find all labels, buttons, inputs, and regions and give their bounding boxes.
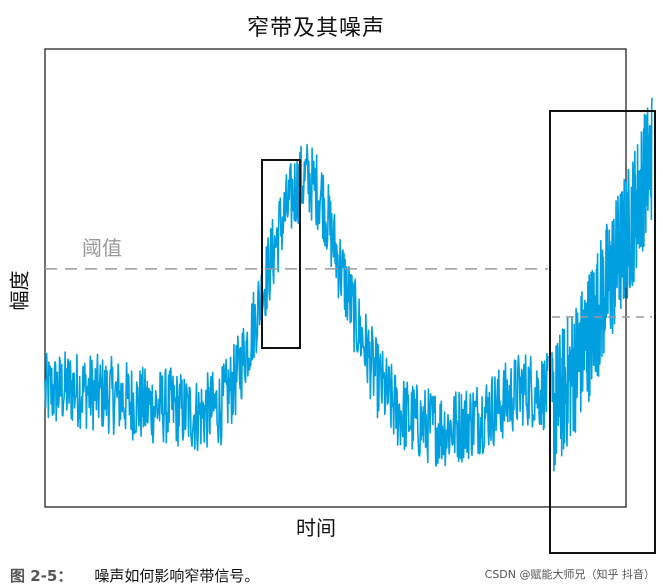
signal-line bbox=[44, 143, 549, 467]
threshold-label: 阈值 bbox=[82, 236, 122, 260]
noisy-window-line bbox=[551, 97, 653, 472]
figure-number: 图 2-5： bbox=[10, 567, 73, 585]
chart-title: 窄带及其噪声 bbox=[246, 16, 385, 41]
noisy-window-frame bbox=[549, 110, 656, 554]
figure-caption-text: 噪声如何影响窄带信号。 bbox=[94, 567, 260, 585]
y-axis-label: 幅度 bbox=[7, 270, 32, 311]
watermark: CSDN @赋能大师兄（知乎 抖音） bbox=[484, 568, 655, 581]
figure-caption: 图 2-5： 噪声如何影响窄带信号。 bbox=[10, 565, 259, 586]
highlight-box-rising-edge bbox=[261, 159, 301, 349]
main-plot bbox=[44, 143, 549, 467]
x-axis-label: 时间 bbox=[296, 516, 336, 540]
noisy-window-plot bbox=[551, 97, 653, 472]
